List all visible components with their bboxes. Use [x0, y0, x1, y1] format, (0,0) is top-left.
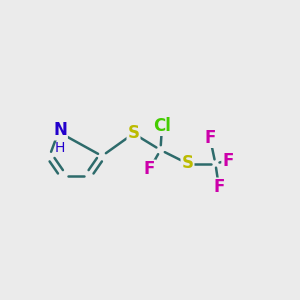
Text: N: N — [53, 122, 67, 140]
Text: H: H — [55, 142, 65, 155]
Text: F: F — [204, 129, 216, 147]
Text: F: F — [144, 160, 155, 178]
Text: Cl: Cl — [153, 117, 171, 135]
Text: F: F — [213, 178, 225, 196]
Text: S: S — [128, 124, 140, 142]
Text: F: F — [222, 152, 234, 169]
Text: S: S — [182, 154, 194, 172]
